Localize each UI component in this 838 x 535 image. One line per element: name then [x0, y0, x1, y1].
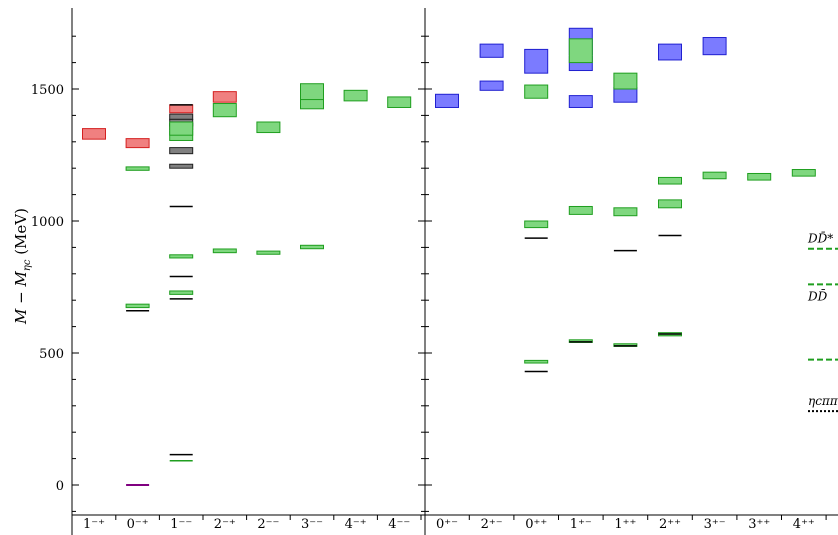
- y-tick-label: 1000: [31, 215, 64, 230]
- level-box-green: [301, 100, 324, 109]
- level-box-green: [344, 90, 367, 101]
- x-category-label: 3⁺⁺: [748, 517, 770, 532]
- level-box-blue: [436, 94, 459, 107]
- level-box-red: [126, 139, 149, 148]
- level-box-green: [614, 73, 637, 89]
- x-category-label: 4⁻⁺: [345, 517, 367, 532]
- level-box-green: [301, 245, 324, 248]
- x-category-label: 0⁺⁻: [436, 517, 458, 532]
- level-box-green: [569, 206, 592, 214]
- level-box-green: [213, 104, 236, 117]
- x-category-label: 2⁻⁺: [214, 517, 236, 532]
- x-category-label: 1⁺⁺: [614, 517, 636, 532]
- level-box-green: [525, 85, 548, 98]
- level-box-green: [748, 173, 771, 180]
- level-box-blue: [569, 96, 592, 108]
- level-box-green: [257, 251, 280, 254]
- level-box-green: [659, 200, 682, 208]
- level-box-green: [126, 304, 149, 307]
- chart-marks: [83, 28, 838, 485]
- x-category-label: 2⁺⁻: [481, 517, 503, 532]
- level-box-green: [614, 208, 637, 216]
- level-box-green: [525, 360, 548, 363]
- x-category-label: 2⁺⁺: [659, 517, 681, 532]
- threshold-label: DD̄: [807, 288, 828, 303]
- threshold-label: DD̄*: [807, 231, 833, 246]
- level-box-blue: [525, 49, 548, 73]
- y-tick-label: 1500: [31, 83, 64, 98]
- x-category-label: 4⁺⁺: [793, 517, 815, 532]
- x-category-label: 4⁻⁻: [388, 517, 410, 532]
- level-box-blue: [480, 44, 503, 57]
- level-box-blue: [480, 81, 503, 90]
- level-box-green: [126, 167, 149, 170]
- x-category-label: 0⁻⁺: [127, 517, 149, 532]
- x-category-label: 1⁻⁺: [83, 517, 105, 532]
- level-box-red: [83, 129, 106, 140]
- level-box-green: [388, 97, 411, 108]
- x-category-label: 1⁻⁻: [170, 517, 192, 532]
- x-category-label: 2⁻⁻: [257, 517, 279, 532]
- level-box-blue: [614, 88, 637, 103]
- x-category-label: 1⁺⁻: [570, 517, 592, 532]
- x-category-label: 3⁺⁻: [704, 517, 726, 532]
- level-box-green: [213, 249, 236, 253]
- level-box-gray: [170, 164, 193, 168]
- x-category-label: 0⁺⁺: [525, 517, 547, 532]
- level-box-gray: [170, 148, 193, 154]
- y-tick-label: 0: [56, 479, 64, 494]
- level-box-gray: [170, 114, 193, 119]
- x-category-label: 3⁻⁻: [301, 517, 323, 532]
- level-box-blue: [703, 38, 726, 55]
- chart-frame: [72, 8, 838, 535]
- level-box-blue: [659, 44, 682, 60]
- level-box-red: [213, 92, 236, 103]
- y-tick-label: 500: [39, 347, 64, 362]
- level-box-green: [792, 170, 815, 177]
- y-axis-label: M − Mηc (MeV): [12, 208, 33, 325]
- level-box-green: [659, 177, 682, 184]
- level-box-green: [569, 39, 592, 63]
- level-box-green: [703, 172, 726, 179]
- level-box-red: [170, 105, 193, 113]
- level-box-green: [170, 122, 193, 135]
- threshold-label: ηcππ: [808, 394, 838, 408]
- level-box-green: [257, 122, 280, 133]
- level-box-green: [525, 221, 548, 228]
- level-box-green: [170, 291, 193, 294]
- level-box-green: [170, 255, 193, 258]
